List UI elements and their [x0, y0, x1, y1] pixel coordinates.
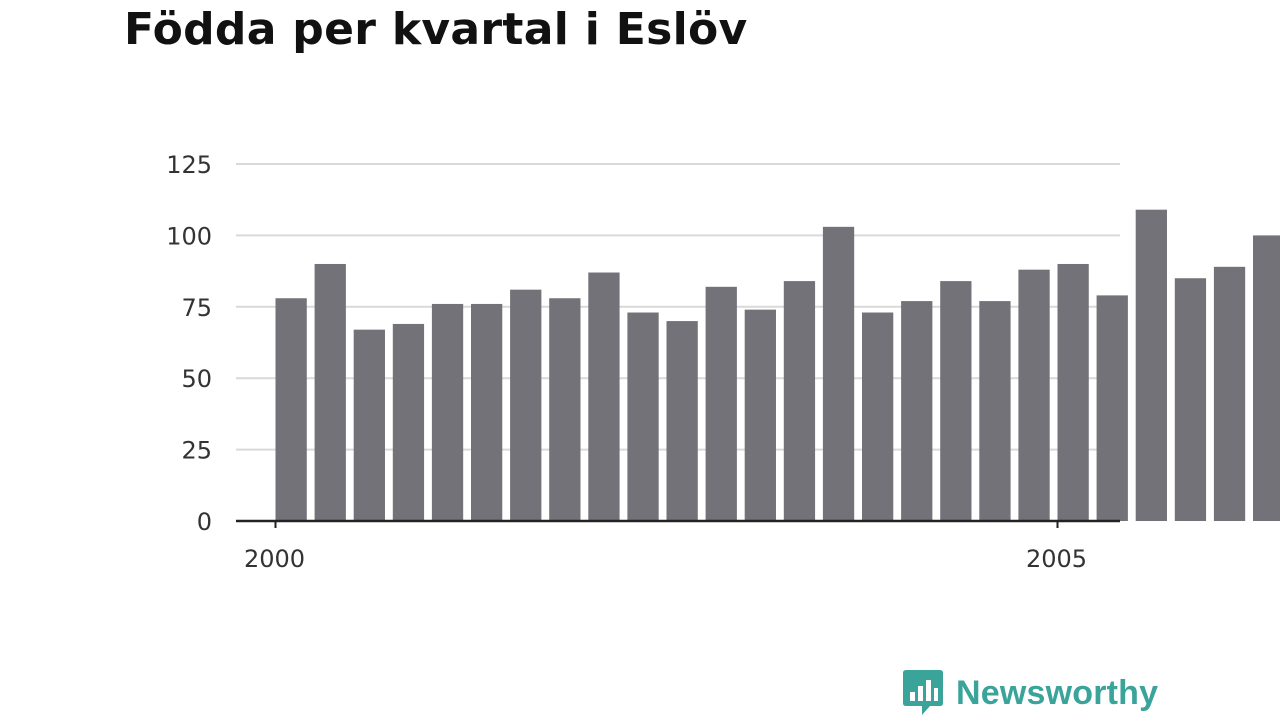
bar: [392, 323, 425, 521]
bar: [549, 298, 581, 521]
bar: [314, 263, 346, 521]
bar: [431, 303, 464, 521]
bar: [979, 301, 1011, 521]
bar: [901, 301, 933, 521]
bar: [666, 321, 698, 521]
newsworthy-logo-icon: [903, 670, 943, 715]
y-tick-label: 0: [197, 508, 212, 536]
bar: [275, 298, 307, 521]
bar: [1253, 235, 1280, 521]
bar: [822, 226, 855, 521]
y-tick-label: 50: [181, 365, 212, 393]
bar: [510, 289, 542, 521]
bar: [471, 303, 503, 521]
y-tick-label: 25: [181, 437, 212, 465]
bar: [627, 312, 659, 521]
tick-labels: 025507510012586200020052010201520202025: [166, 151, 1087, 573]
brand-name: Newsworthy: [956, 673, 1159, 712]
bar: [1174, 278, 1207, 521]
y-tick-label: 100: [166, 222, 212, 250]
bar: [705, 286, 737, 521]
bar: [1096, 295, 1128, 521]
y-tick-label: 125: [166, 151, 212, 179]
bar: [1018, 269, 1050, 521]
bar: [588, 272, 620, 521]
bar: [353, 329, 385, 521]
bars: [275, 209, 1280, 522]
bar: [1057, 263, 1089, 521]
bar: [1213, 266, 1246, 521]
x-tick-label: 2005: [1026, 545, 1087, 573]
axes: [236, 519, 1120, 528]
bar: [744, 309, 776, 521]
y-tick-label: 75: [181, 294, 212, 322]
bar: [783, 281, 816, 521]
x-tick-label: 2000: [244, 545, 305, 573]
chart-title: Födda per kvartal i Eslöv: [124, 4, 748, 55]
bar: [1135, 209, 1167, 522]
bar: [862, 312, 894, 521]
newsworthy-brand: Newsworthy: [902, 668, 1158, 718]
bar: [940, 281, 972, 521]
